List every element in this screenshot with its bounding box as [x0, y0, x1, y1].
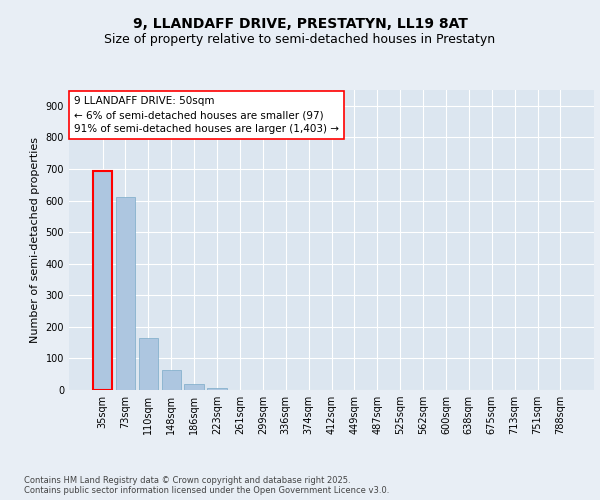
Bar [184, 384, 204, 390]
Bar [93, 171, 112, 390]
Bar [161, 370, 181, 390]
Text: 9, LLANDAFF DRIVE, PRESTATYN, LL19 8AT: 9, LLANDAFF DRIVE, PRESTATYN, LL19 8AT [133, 18, 467, 32]
Bar [139, 338, 158, 390]
Y-axis label: Number of semi-detached properties: Number of semi-detached properties [30, 137, 40, 343]
Bar [116, 198, 135, 390]
Text: 9 LLANDAFF DRIVE: 50sqm
← 6% of semi-detached houses are smaller (97)
91% of sem: 9 LLANDAFF DRIVE: 50sqm ← 6% of semi-det… [74, 96, 339, 134]
Bar [208, 388, 227, 390]
Text: Size of property relative to semi-detached houses in Prestatyn: Size of property relative to semi-detach… [104, 32, 496, 46]
Text: Contains HM Land Registry data © Crown copyright and database right 2025.
Contai: Contains HM Land Registry data © Crown c… [24, 476, 389, 495]
